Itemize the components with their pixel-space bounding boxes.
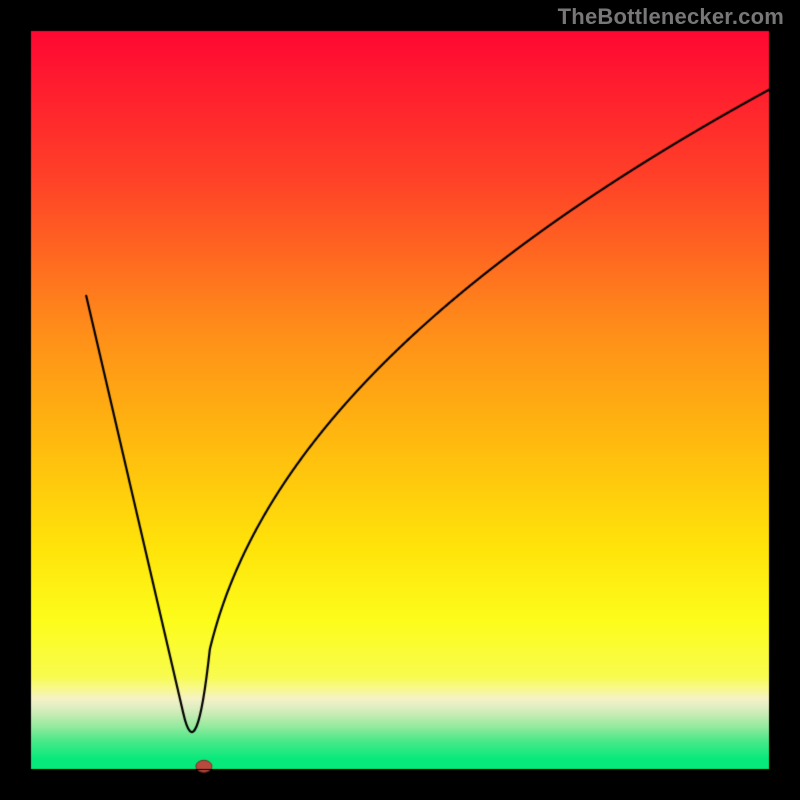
bottleneck-curve-canvas (0, 0, 800, 800)
chart-stage: TheBottlenecker.com (0, 0, 800, 800)
